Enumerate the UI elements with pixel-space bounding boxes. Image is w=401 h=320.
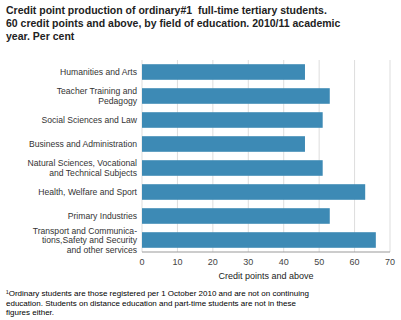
tick-label: 50 <box>314 257 324 267</box>
category-label: Transport and Communica-tions,Safety and… <box>33 226 138 255</box>
tick-label: 30 <box>243 257 253 267</box>
bars <box>142 64 376 248</box>
category-label: Teacher Training andPedagogy <box>57 86 138 106</box>
category-label: Natural Sciences, Vocationaland Technica… <box>28 158 137 178</box>
bar <box>142 112 323 128</box>
axis-line <box>142 252 390 253</box>
grid <box>142 60 390 252</box>
bar <box>142 208 330 224</box>
grid-line <box>354 60 355 252</box>
category-label: Social Sciences and Law <box>41 115 137 125</box>
bar <box>142 88 330 104</box>
footnote: ¹Ordinary students are those registered … <box>6 289 309 317</box>
category-label: Humanities and Arts <box>60 67 137 77</box>
category-label: Business and Administration <box>29 139 137 149</box>
title: Credit point production of ordinary#1 fu… <box>6 4 341 42</box>
category-label: Primary Industries <box>68 211 137 221</box>
bar <box>142 232 376 248</box>
tick-label: 60 <box>350 257 360 267</box>
y-axis: Transport and Communica-tions,Safety and… <box>28 67 138 255</box>
chart: Credit point production of ordinary#1 fu… <box>0 0 401 320</box>
bar <box>142 136 305 152</box>
category-label: Health, Welfare and Sport <box>38 187 137 197</box>
tick-label: 40 <box>279 257 289 267</box>
tick-label: 20 <box>208 257 218 267</box>
tick-label: 0 <box>139 257 144 267</box>
bar <box>142 184 365 200</box>
x-axis: 0 10 20 30 40 50 60 70 <box>139 252 395 267</box>
tick-label: 10 <box>172 257 182 267</box>
grid-line <box>390 60 391 252</box>
tick-label: 70 <box>385 257 395 267</box>
bar <box>142 160 323 176</box>
bar <box>142 64 305 80</box>
x-axis-label: Credit points and above <box>218 271 313 281</box>
